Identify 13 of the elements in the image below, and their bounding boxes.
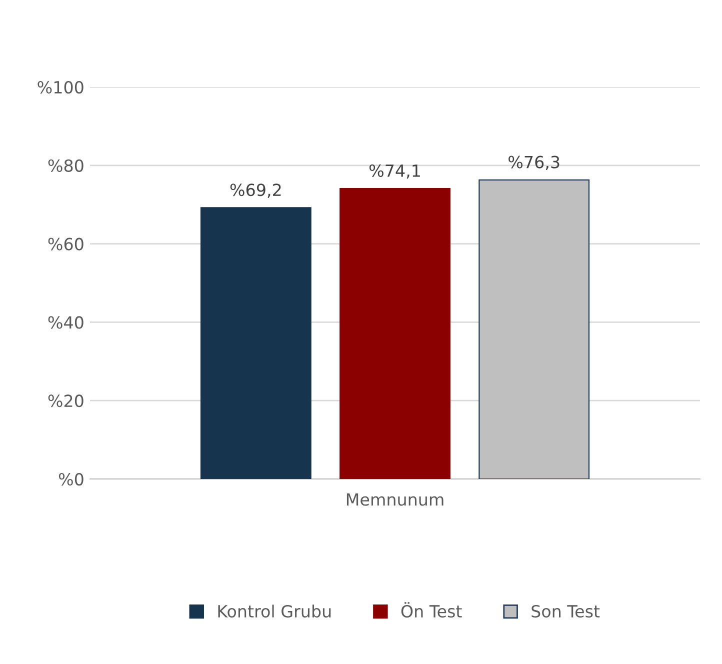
y-tick-label: %80 <box>48 159 84 172</box>
x-tick-label: Memnunum <box>346 493 444 506</box>
data-label: %74,1 <box>369 164 420 179</box>
data-label: %69,2 <box>230 184 281 198</box>
legend-label: Kontrol Grubu <box>218 604 331 618</box>
y-tick-label: %0 <box>58 472 84 486</box>
y-tick-label: %100 <box>38 80 84 94</box>
y-tick-label: %20 <box>48 394 84 408</box>
y-tick-label: %40 <box>48 316 84 329</box>
y-tick-label: %60 <box>48 238 84 250</box>
legend-label: Ön Test <box>401 602 462 618</box>
legend-label: Son Test <box>532 604 600 618</box>
data-label: %76,3 <box>508 156 560 170</box>
